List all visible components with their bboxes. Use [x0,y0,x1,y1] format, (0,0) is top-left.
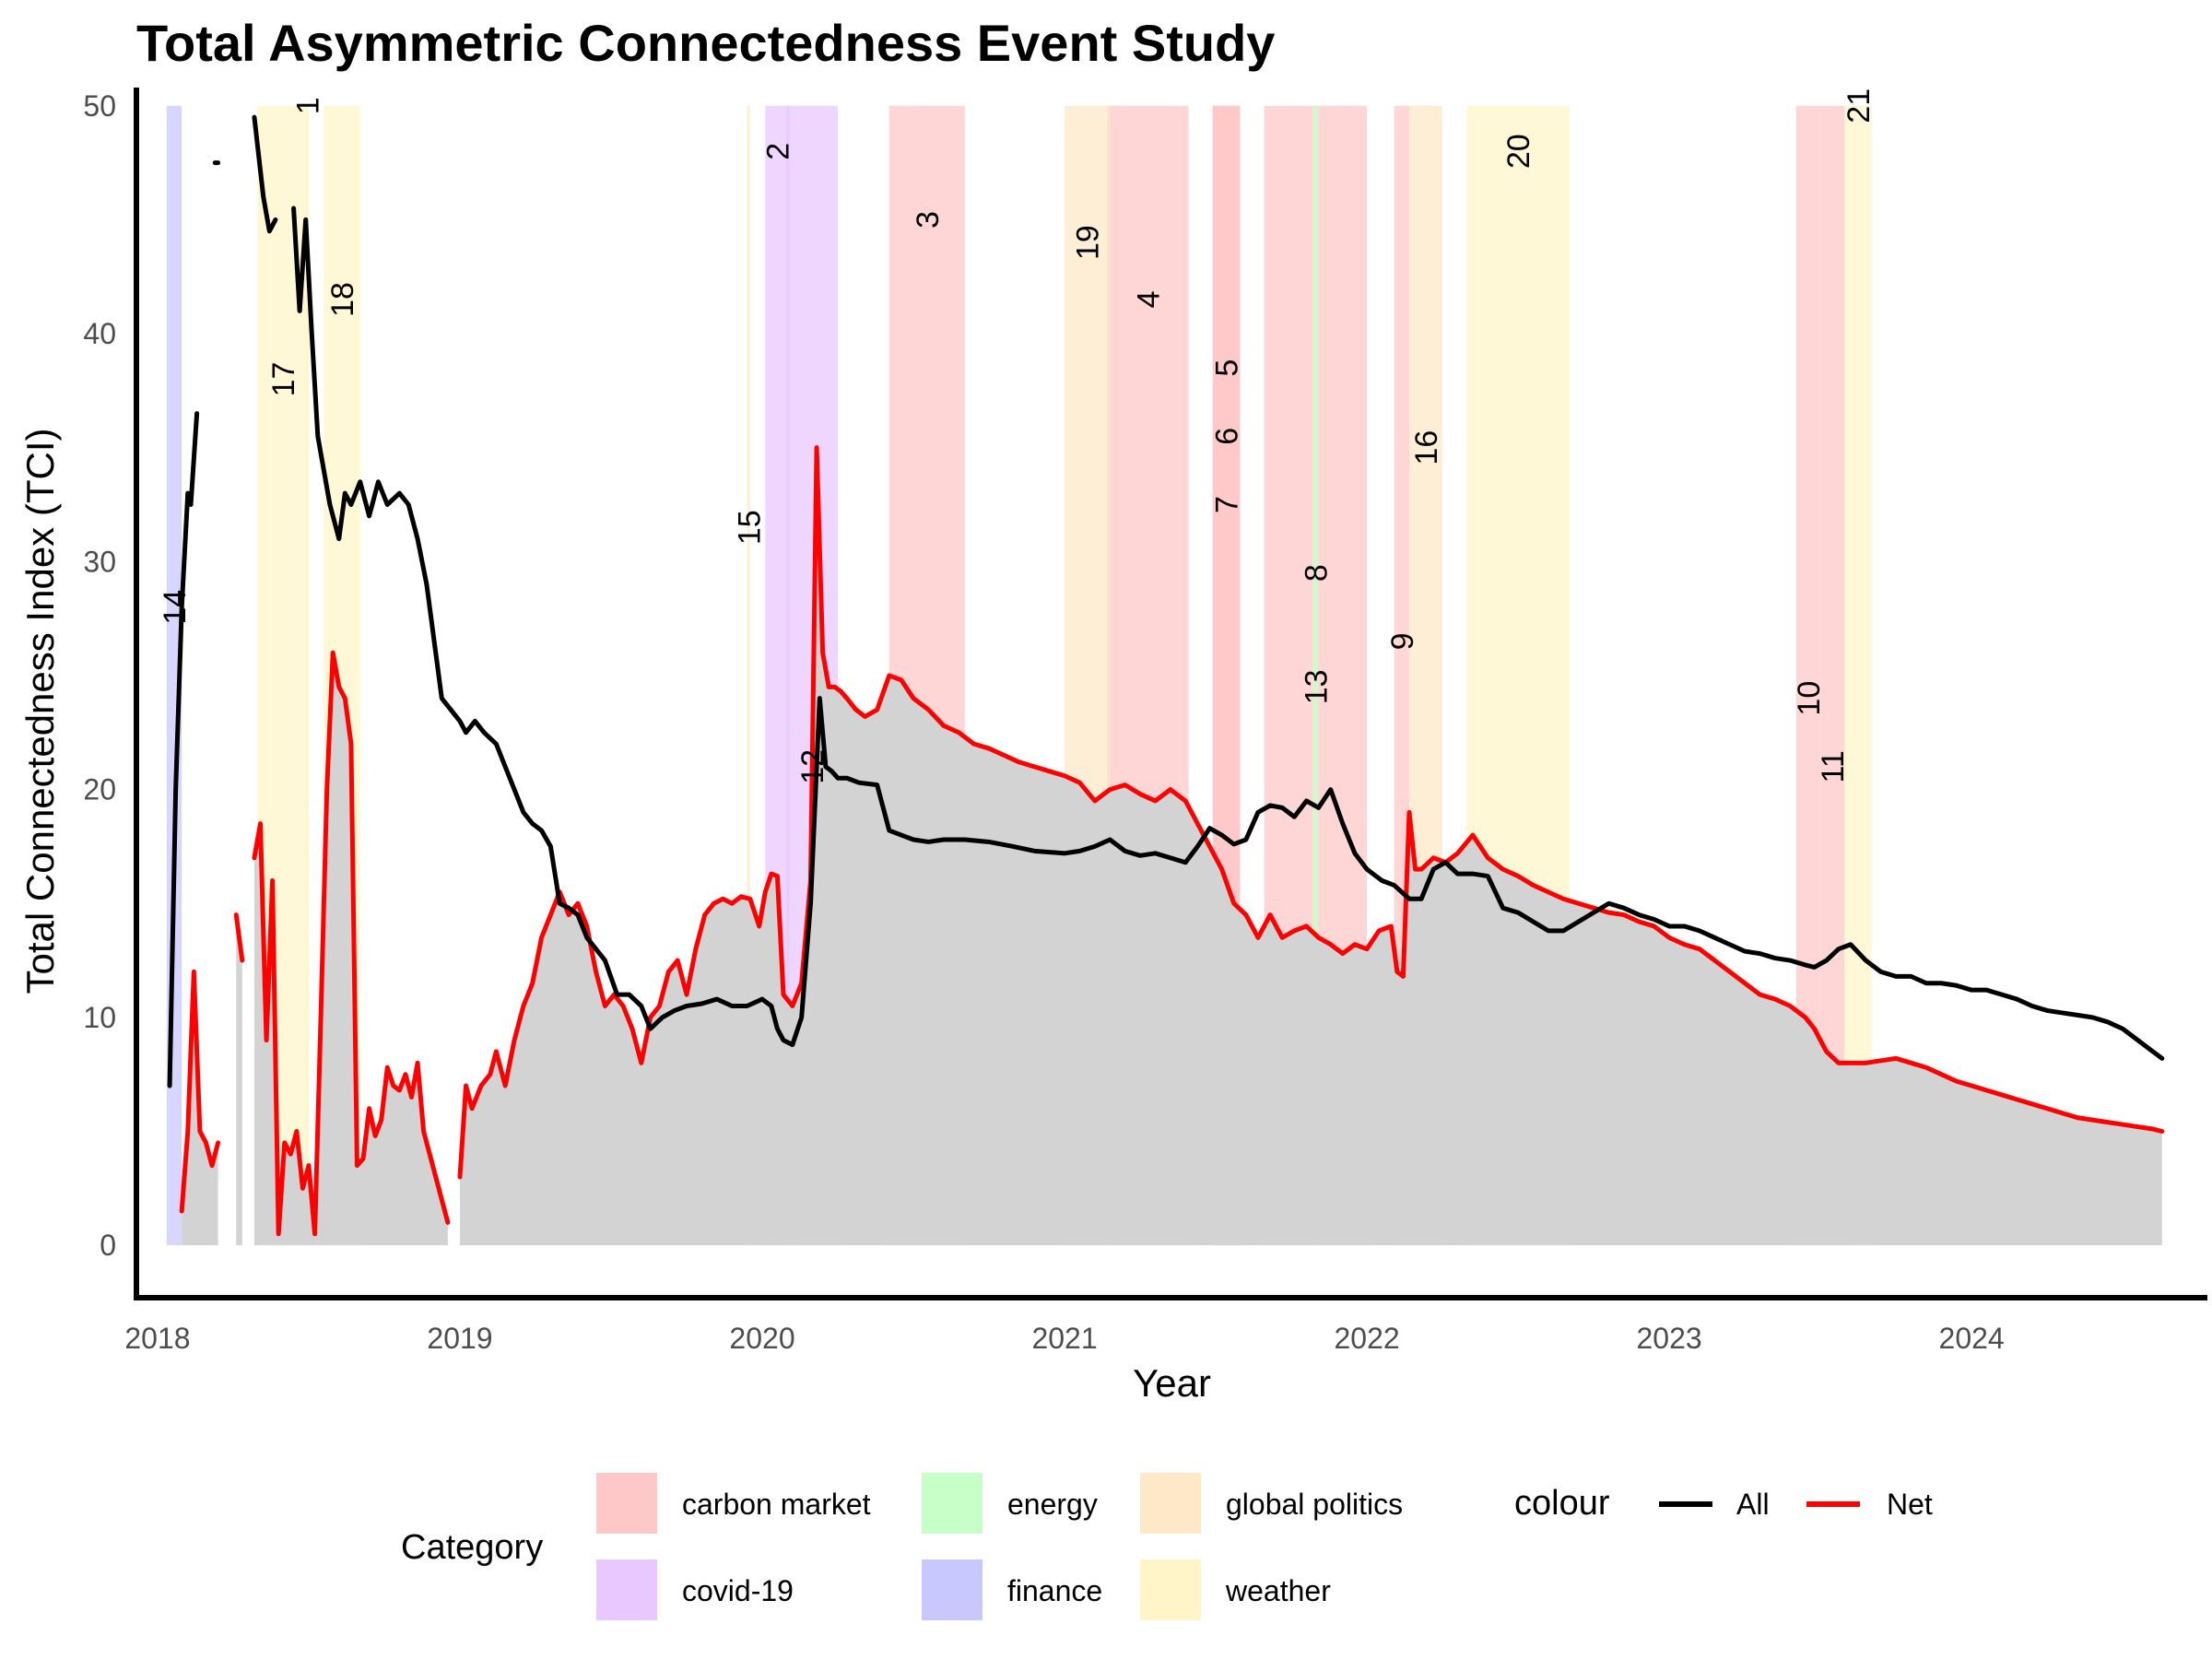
chart-title: Total Asymmetric Connectedness Event Stu… [136,14,1276,72]
y-axis-title: Total Connectedness Index (TCI) [18,429,62,994]
net-area-segment-3 [459,447,2162,1246]
x-tick-label-2021: 2021 [1031,1322,1097,1355]
net-area-fill [182,447,2162,1246]
series-line-net-3 [457,445,2165,1180]
event-label-14: 14 [158,590,193,625]
series-lines [167,114,2165,1237]
event-label-9: 9 [1385,632,1420,650]
event-label-15: 15 [732,510,767,545]
event-label-10: 10 [1792,681,1827,716]
event-label-7: 7 [1210,496,1245,513]
x-tick-label-2019: 2019 [427,1322,492,1355]
x-tick-label-2022: 2022 [1334,1322,1399,1355]
event-label-5: 5 [1210,359,1245,377]
series-line-all-2 [252,114,278,234]
event-label-1: 1 [290,97,325,114]
net-area-segment-1 [236,914,242,1246]
event-label-16: 16 [1409,430,1444,465]
net-area-segment-2 [253,653,448,1246]
event-label-12: 12 [795,749,830,784]
y-tick-label-30: 30 [83,545,116,578]
event-label-20: 20 [1501,134,1536,169]
series-line-net-1 [233,912,245,963]
event-label-4: 4 [1131,290,1166,308]
event-label-2: 2 [760,143,795,160]
event-band-13 [1312,105,1319,1246]
event-label-18: 18 [325,282,360,317]
y-tick-label-50: 50 [83,89,116,123]
series-line-all-3 [291,206,2165,1061]
x-tick-label-2024: 2024 [1939,1322,2005,1355]
event-label-19: 19 [1071,225,1106,260]
event-label-6: 6 [1210,428,1245,445]
event-label-21: 21 [1841,88,1877,124]
series-line-net-0 [179,969,221,1214]
x-tick-label-2023: 2023 [1637,1322,1702,1355]
x-axis-title: Year [1133,1361,1211,1405]
event-label-3: 3 [911,211,946,229]
event-band-21 [1844,105,1872,1246]
event-label-11: 11 [1816,750,1851,782]
event-band-15 [747,105,750,1246]
event-label-17: 17 [266,362,301,397]
y-tick-label-10: 10 [83,1001,116,1034]
x-tick-label-2018: 2018 [124,1322,190,1355]
series-line-net-2 [252,650,451,1237]
y-tick-label-20: 20 [83,773,116,806]
event-label-8: 8 [1299,564,1334,582]
event-label-13: 13 [1299,669,1334,704]
series-line-all-0 [167,411,200,1088]
net-area-segment-0 [182,971,218,1246]
x-tick-label-2020: 2020 [729,1322,794,1355]
y-tick-label-0: 0 [100,1229,116,1262]
y-tick-label-40: 40 [83,317,116,350]
